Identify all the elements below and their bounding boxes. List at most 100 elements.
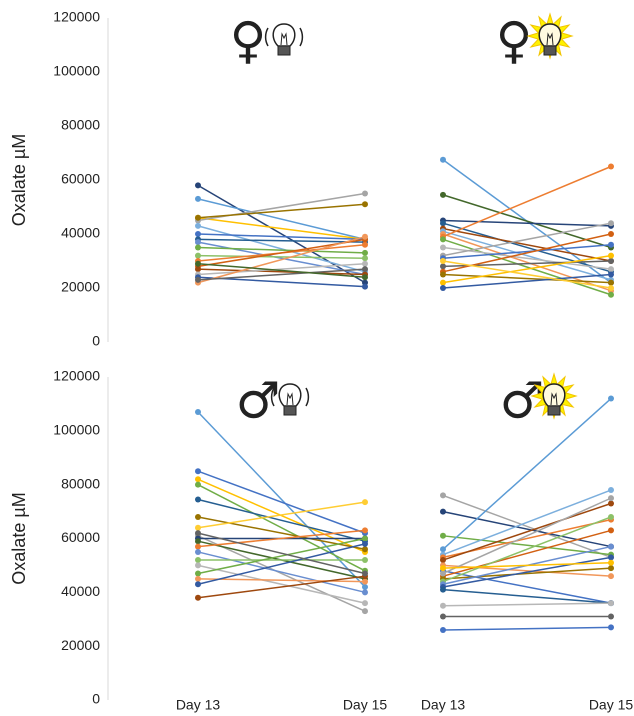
data-point (440, 557, 446, 563)
data-point (608, 280, 614, 286)
data-point (440, 285, 446, 291)
bulb-glass (273, 24, 295, 46)
series-line (198, 239, 365, 242)
series-line (443, 512, 611, 547)
data-point (195, 261, 201, 267)
data-point (608, 164, 614, 170)
y-axis-label: Oxalate µM (9, 134, 29, 226)
data-point (362, 584, 368, 590)
data-point (608, 565, 614, 571)
bulb-glass (543, 384, 565, 406)
y-tick-label: 0 (92, 691, 100, 707)
series-line (198, 544, 365, 584)
y-tick-label: 80000 (61, 117, 100, 133)
data-point (195, 557, 201, 563)
bulb-base (284, 406, 296, 415)
data-point (608, 258, 614, 264)
data-point (195, 231, 201, 237)
data-point (440, 236, 446, 242)
series-line (443, 167, 611, 237)
data-point (195, 239, 201, 245)
data-point (440, 533, 446, 539)
data-point (362, 541, 368, 547)
data-point (440, 587, 446, 593)
bulb-glass (539, 24, 561, 46)
data-point (195, 215, 201, 221)
data-point (195, 182, 201, 188)
data-point (440, 280, 446, 286)
data-point (195, 595, 201, 601)
data-point (362, 250, 368, 256)
data-point (608, 253, 614, 259)
x-tick-label: Day 13 (176, 697, 221, 713)
data-point (440, 603, 446, 609)
data-point (195, 496, 201, 502)
data-point (440, 565, 446, 571)
data-point (608, 573, 614, 579)
bulb-base (548, 406, 560, 415)
data-point (362, 201, 368, 207)
data-point (195, 570, 201, 576)
data-point (362, 557, 368, 563)
bulb-icon (528, 14, 572, 58)
data-point (195, 253, 201, 259)
data-point (608, 624, 614, 630)
data-point (608, 242, 614, 248)
data-point (608, 396, 614, 402)
data-point (362, 608, 368, 614)
chart: 020000400006000080000100000120000Oxalate… (0, 0, 634, 716)
data-point (440, 192, 446, 198)
bulb-glass (279, 384, 301, 406)
y-tick-label: 100000 (53, 422, 100, 438)
data-point (362, 499, 368, 505)
data-point (440, 546, 446, 552)
data-point (195, 223, 201, 229)
data-point (362, 261, 368, 267)
y-tick-label: 120000 (53, 368, 100, 384)
data-point (195, 266, 201, 272)
data-point (195, 530, 201, 536)
panel-symbol: ♂ (500, 372, 545, 430)
y-tick-label: 100000 (53, 63, 100, 79)
data-point (608, 560, 614, 566)
data-point (608, 495, 614, 501)
data-point (608, 554, 614, 560)
data-point (195, 468, 201, 474)
data-point (608, 614, 614, 620)
data-point (195, 538, 201, 544)
data-point (362, 536, 368, 542)
bulb-base (544, 46, 556, 55)
data-point (608, 600, 614, 606)
series-line (198, 565, 365, 603)
data-point (195, 476, 201, 482)
data-point (195, 482, 201, 488)
data-point (195, 549, 201, 555)
data-point (362, 234, 368, 240)
y-tick-label: 120000 (53, 9, 100, 25)
series-line (443, 603, 611, 606)
data-point (195, 525, 201, 531)
data-point (608, 501, 614, 507)
data-point (362, 191, 368, 197)
data-point (440, 220, 446, 226)
data-point (195, 581, 201, 587)
data-point (440, 492, 446, 498)
data-point (440, 509, 446, 515)
data-point (362, 570, 368, 576)
data-point (362, 255, 368, 261)
data-point (608, 220, 614, 226)
data-point (362, 242, 368, 248)
data-point (195, 544, 201, 550)
data-point (195, 409, 201, 415)
data-point (440, 614, 446, 620)
data-point (440, 157, 446, 163)
panel-symbol: ♂ (236, 372, 281, 430)
data-point (440, 263, 446, 269)
y-tick-label: 40000 (61, 583, 100, 599)
data-point (362, 284, 368, 290)
page: 020000400006000080000100000120000Oxalate… (0, 0, 634, 716)
data-point (362, 600, 368, 606)
data-point (440, 570, 446, 576)
data-point (362, 579, 368, 585)
data-point (362, 527, 368, 533)
